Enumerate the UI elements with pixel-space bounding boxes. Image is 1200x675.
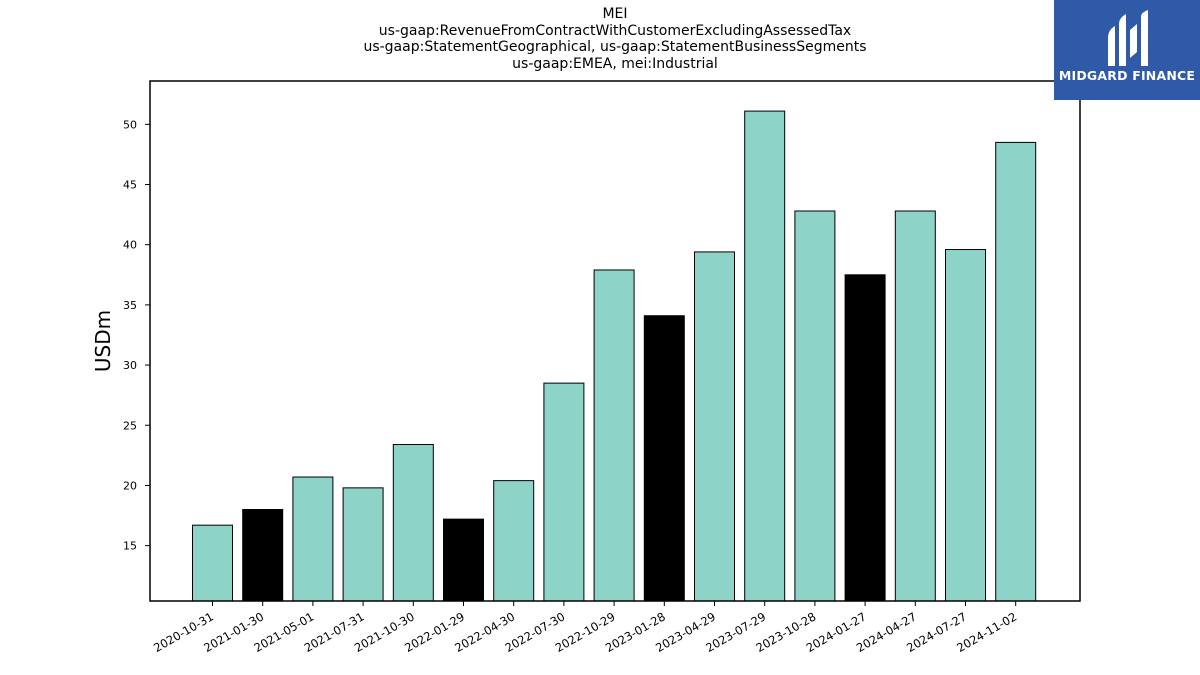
title-line-1: MEI bbox=[602, 6, 628, 22]
bar-2023-10-28 bbox=[794, 210, 836, 602]
bar-2020-10-31 bbox=[192, 524, 233, 602]
y-tick-label-45: 45 bbox=[123, 179, 137, 192]
logo-text: MIDGARD FINANCE bbox=[1058, 68, 1196, 83]
logo-mark-icon bbox=[1108, 10, 1148, 66]
midgard-finance-logo: MIDGARD FINANCE bbox=[1054, 0, 1200, 100]
bar-2021-01-30 bbox=[242, 509, 284, 602]
bar-2023-07-29 bbox=[744, 110, 786, 602]
bar-2024-04-27 bbox=[894, 210, 936, 602]
y-tick-label-20: 20 bbox=[123, 479, 137, 492]
bar-2022-01-29 bbox=[443, 518, 484, 602]
bar-2024-11-02 bbox=[995, 141, 1037, 602]
y-tick-label-50: 50 bbox=[123, 118, 137, 131]
y-tick-label-15: 15 bbox=[123, 540, 137, 553]
bar-2021-05-01 bbox=[292, 476, 334, 602]
title-line-2: us-gaap:RevenueFromContractWithCustomerE… bbox=[378, 22, 852, 39]
y-tick-label-35: 35 bbox=[123, 299, 137, 312]
bar-2022-10-29 bbox=[593, 269, 635, 602]
bar-2022-07-30 bbox=[543, 382, 585, 602]
bar-2022-04-30 bbox=[493, 480, 535, 602]
title-line-3: us-gaap:StatementGeographical, us-gaap:S… bbox=[363, 39, 867, 55]
bar-2024-01-27 bbox=[844, 274, 886, 602]
title-line-4: us-gaap:EMEA, mei:Industrial bbox=[512, 55, 718, 72]
y-tick-label-25: 25 bbox=[123, 419, 137, 432]
bar-2023-04-29 bbox=[694, 251, 735, 602]
chart-title: MEI us-gaap:RevenueFromContractWithCusto… bbox=[150, 6, 1080, 72]
bar-2021-10-30 bbox=[392, 444, 434, 602]
y-axis-label: USDm bbox=[91, 310, 115, 372]
plot-frame bbox=[149, 80, 1081, 602]
bar-2021-07-31 bbox=[342, 487, 384, 602]
bar-2024-07-27 bbox=[945, 249, 986, 602]
y-tick-label-30: 30 bbox=[123, 359, 137, 372]
y-tick-label-40: 40 bbox=[123, 239, 137, 252]
bar-2023-01-28 bbox=[643, 315, 685, 602]
